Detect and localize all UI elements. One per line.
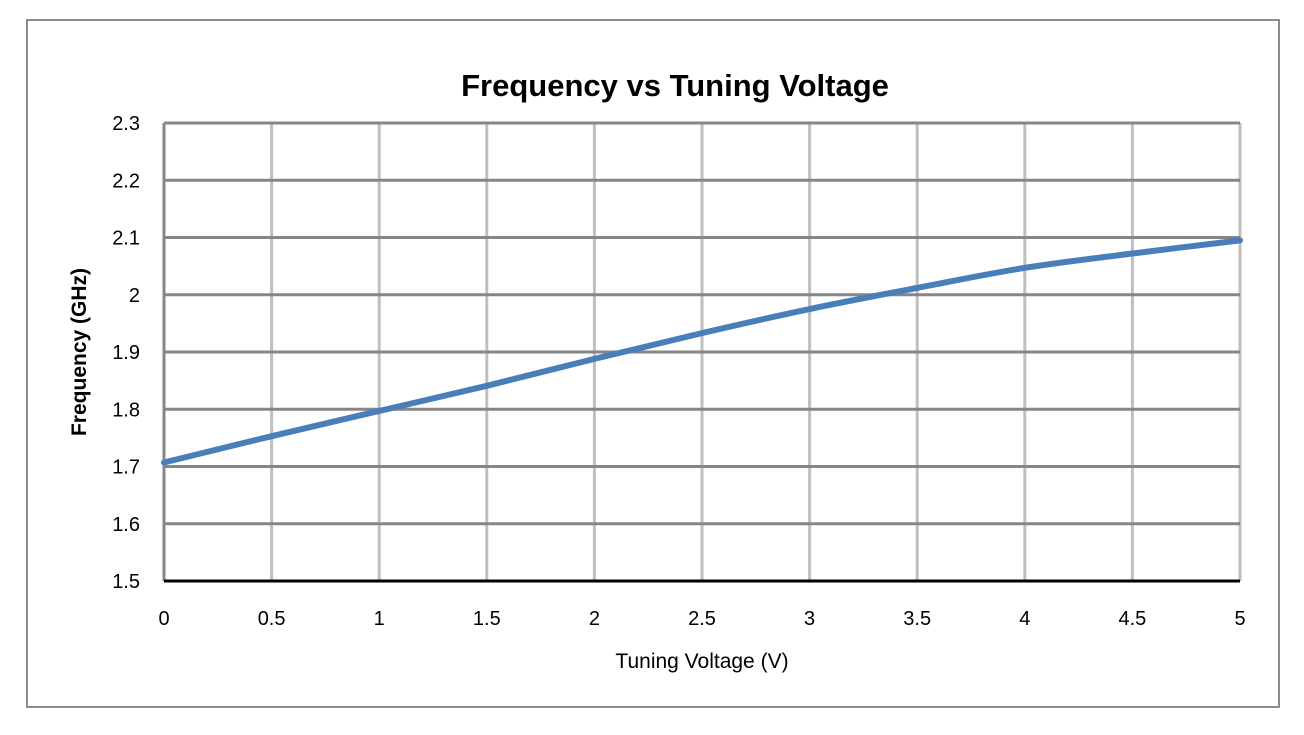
x-tick-label: 3.5	[903, 608, 931, 630]
x-tick-label: 3	[804, 608, 815, 630]
x-tick-label: 1	[374, 608, 385, 630]
chart-title: Frequency vs Tuning Voltage	[461, 68, 889, 103]
x-tick-label: 1.5	[473, 608, 501, 630]
x-tick-label: 0	[158, 608, 169, 630]
x-tick-label: 2.5	[688, 608, 716, 630]
x-tick-label: 4.5	[1118, 608, 1146, 630]
y-tick-labels: 1.5 1.6 1.7 1.8 1.9 2 2.1 2.2 2.3	[112, 113, 140, 593]
y-tick-label: 2.2	[112, 170, 140, 192]
x-tick-label: 0.5	[258, 608, 286, 630]
x-tick-label: 2	[589, 608, 600, 630]
x-axis-label: Tuning Voltage (V)	[615, 650, 788, 673]
y-tick-label: 2	[129, 285, 140, 307]
grid	[162, 121, 1242, 583]
y-tick-label: 1.5	[112, 571, 140, 593]
y-tick-label: 1.9	[112, 342, 140, 364]
y-tick-label: 2.1	[112, 228, 140, 250]
series-group	[161, 237, 1243, 466]
x-tick-label: 4	[1019, 608, 1030, 630]
y-tick-label: 1.7	[112, 457, 140, 479]
y-axis-label: Frequency (GHz)	[68, 268, 91, 436]
x-tick-label: 5	[1234, 608, 1245, 630]
x-tick-labels: 0 0.5 1 1.5 2 2.5 3 3.5 4 4.5 5	[158, 608, 1245, 630]
chart-frame	[26, 19, 1280, 708]
y-tick-label: 1.6	[112, 514, 140, 536]
y-tick-label: 1.8	[112, 399, 140, 421]
y-tick-label: 2.3	[112, 113, 140, 135]
